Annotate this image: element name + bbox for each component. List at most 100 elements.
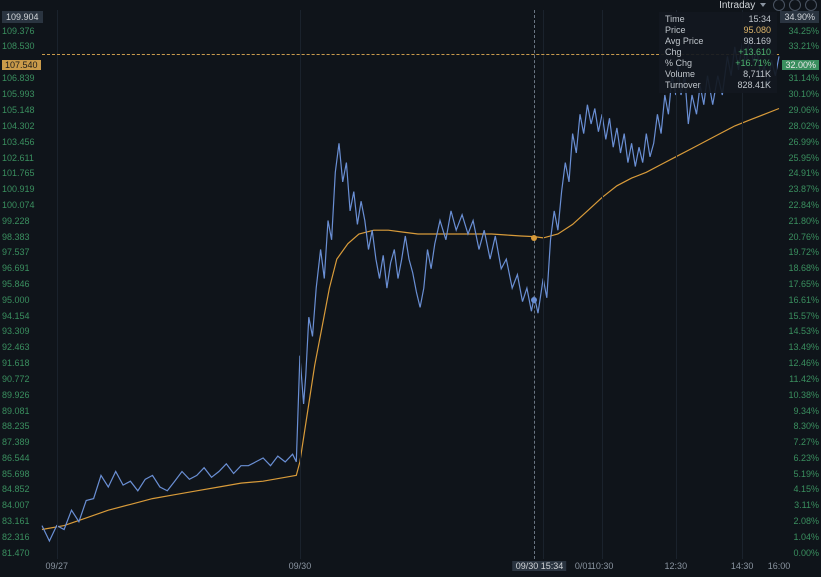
left-axis-tick: 100.919	[2, 184, 35, 194]
left-axis-tick: 97.537	[2, 247, 30, 257]
right-axis-tick: 14.53%	[788, 326, 819, 336]
left-axis-tick: 109.376	[2, 26, 35, 36]
tooltip-value: 15:34	[748, 14, 771, 25]
right-axis-tick: 4.15%	[793, 484, 819, 494]
left-axis-tick: 101.765	[2, 168, 35, 178]
tooltip-label: Avg Price	[665, 36, 703, 47]
tooltip-value: +13.610	[738, 47, 771, 58]
right-axis-tick: 26.99%	[788, 137, 819, 147]
left-axis-tick: 107.540	[2, 60, 41, 70]
tooltip-row: Price 95.080	[659, 25, 777, 36]
left-axis-tick: 104.302	[2, 121, 35, 131]
avg-price-line	[42, 109, 779, 530]
grid-line	[602, 10, 603, 559]
tooltip-row: Turnover 828.41K	[659, 80, 777, 91]
right-axis-tick: 18.68%	[788, 263, 819, 273]
tooltip-value: 8,711K	[743, 69, 771, 80]
right-axis-tick: 33.21%	[788, 41, 819, 51]
left-axis-tick: 89.081	[2, 406, 30, 416]
x-axis-tick: 09/30	[289, 561, 312, 571]
left-axis-tick: 87.389	[2, 437, 30, 447]
cursor-dot	[531, 297, 537, 303]
right-axis-tick: 7.27%	[793, 437, 819, 447]
tooltip-value: +16.71%	[735, 58, 771, 69]
right-axis-tick: 3.11%	[794, 500, 819, 510]
price-chart[interactable]: Intraday 109.904 34.90% 109.376108.53010…	[0, 0, 821, 577]
left-axis-tick: 90.772	[2, 374, 30, 384]
right-axis-tick: 9.34%	[793, 406, 819, 416]
x-axis-tick: 09/30 15:34	[513, 561, 567, 571]
right-axis-tick: 12.46%	[788, 358, 819, 368]
left-axis-tick: 102.611	[2, 153, 34, 163]
x-axis: 09/27 09/30 09/30 15:34 0/0110:30 12:30 14:30…	[42, 561, 779, 575]
right-axis-tick: 2.08%	[793, 516, 819, 526]
interval-label: Intraday	[719, 0, 755, 11]
right-axis-tick: 25.95%	[788, 153, 819, 163]
crosshair-tooltip: Time 15:34 Price 95.080Avg Price98.169Chg +1…	[659, 12, 777, 93]
left-axis-tick: 92.463	[2, 342, 30, 352]
cursor-dot	[531, 235, 537, 241]
right-axis-tick: 20.76%	[788, 232, 819, 242]
right-axis-tick: 22.84%	[788, 200, 819, 210]
left-axis-tick: 100.074	[2, 200, 35, 210]
right-axis-tick: 19.72%	[788, 247, 819, 257]
grid-line	[57, 10, 58, 559]
right-axis-tick: 1.04%	[793, 532, 819, 542]
right-axis-tick: 32.00%	[782, 60, 819, 70]
left-axis-tick: 81.470	[2, 548, 30, 558]
left-axis-tick: 82.316	[2, 532, 30, 542]
right-axis-tick: 11.42%	[789, 374, 819, 384]
refresh-icon[interactable]	[789, 0, 801, 11]
left-axis-tick: 88.235	[2, 421, 30, 431]
tooltip-row: Chg +13.610	[659, 47, 777, 58]
left-axis-tick: 98.383	[2, 232, 30, 242]
left-axis-tick: 85.698	[2, 469, 30, 479]
left-axis-tick: 94.154	[2, 311, 30, 321]
x-axis-tick: 0/01	[575, 561, 593, 571]
right-axis-tick: 10.38%	[788, 390, 819, 400]
x-axis-tick: 12:30	[665, 561, 688, 571]
tooltip-value: 95.080	[743, 25, 771, 36]
tooltip-label: Volume	[665, 69, 695, 80]
left-axis-tick: 105.148	[2, 105, 35, 115]
price-line	[42, 37, 779, 541]
tooltip-row: % Chg+16.71%	[659, 58, 777, 69]
left-axis-tick: 91.618	[2, 358, 30, 368]
left-axis-tick: 93.309	[2, 326, 30, 336]
expand-icon[interactable]	[805, 0, 817, 11]
tooltip-value: 828.41K	[737, 80, 771, 91]
left-axis-tick: 105.993	[2, 89, 35, 99]
right-axis-tick: 17.65%	[788, 279, 819, 289]
right-axis-tick: 21.80%	[788, 216, 819, 226]
grid-line	[543, 10, 544, 559]
x-axis-tick: 16:00	[768, 561, 791, 571]
tooltip-row: Volume 8,711K	[659, 69, 777, 80]
right-axis-tick: 0.00%	[793, 548, 819, 558]
x-axis-tick: 10:30	[591, 561, 614, 571]
x-axis-tick: 14:30	[731, 561, 754, 571]
right-axis-tick: 13.49%	[788, 342, 819, 352]
tooltip-label: Time	[665, 14, 685, 25]
interval-dropdown[interactable]: Intraday	[719, 0, 766, 11]
tooltip-label: Price	[665, 25, 686, 36]
tooltip-row: Time 15:34	[659, 14, 777, 25]
left-axis-tick: 86.544	[2, 453, 30, 463]
right-axis-tick: 16.61%	[788, 295, 819, 305]
tooltip-label: Turnover	[665, 80, 701, 91]
left-axis-tick: 106.839	[2, 73, 35, 83]
right-axis-tick: 28.02%	[788, 121, 819, 131]
right-axis-tick: 5.19%	[793, 469, 819, 479]
y-axis-left: 109.376 108.530 107.540 106.839 105.993 105.1…	[2, 22, 42, 555]
right-axis-tick: 31.14%	[788, 73, 819, 83]
chart-header: Intraday	[0, 0, 821, 10]
right-axis-tick: 34.25%	[788, 26, 819, 36]
left-axis-tick: 103.456	[2, 137, 35, 147]
left-axis-tick: 89.926	[2, 390, 30, 400]
tooltip-label: Chg	[665, 47, 682, 58]
x-axis-tick: 09/27	[45, 561, 68, 571]
tooltip-row: Avg Price98.169	[659, 36, 777, 47]
left-axis-tick: 99.228	[2, 216, 30, 226]
left-axis-tick: 83.161	[2, 516, 30, 526]
right-axis-tick: 23.87%	[788, 184, 819, 194]
left-axis-tick: 108.530	[2, 41, 35, 51]
